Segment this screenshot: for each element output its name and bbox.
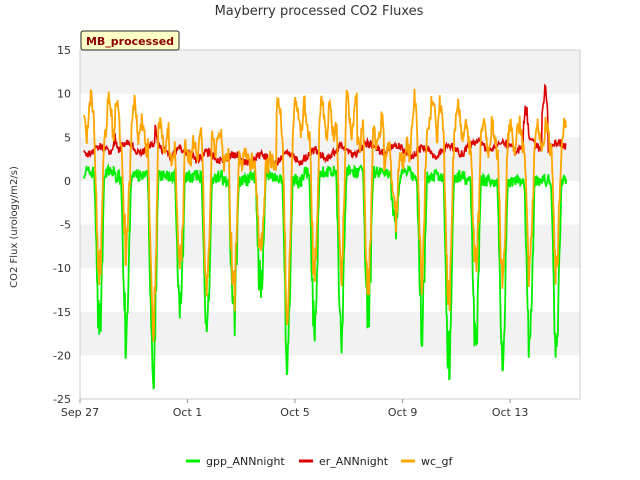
- series-layer: [83, 83, 568, 390]
- y-tick-label: 0: [64, 175, 71, 188]
- x-tick-label: Sep 27: [61, 406, 99, 419]
- site-tag-label: MB_processed: [86, 35, 174, 48]
- grid-band: [80, 50, 580, 94]
- series-line-wc-gf: [83, 88, 568, 342]
- y-ticks: -25 -20 -15 -10 -5 0 5 10 15: [53, 44, 71, 406]
- x-ticks: Sep 27 Oct 1 Oct 5 Oct 9 Oct 13: [61, 399, 528, 419]
- legend-label: wc_gf: [421, 455, 454, 468]
- y-axis-label: CO2 Flux (urology/m2/s): [9, 166, 20, 288]
- site-tag: MB_processed: [80, 30, 180, 51]
- chart-title: Mayberry processed CO2 Fluxes: [215, 4, 424, 19]
- site-tag-box: [80, 30, 180, 51]
- series-line-gpp-annnight: [83, 163, 568, 390]
- grid-band: [80, 224, 580, 269]
- grid-band: [80, 268, 580, 312]
- grid-band: [80, 355, 580, 399]
- legend-label: er_ANNnight: [319, 455, 389, 468]
- x-tick-label: Oct 9: [388, 406, 418, 419]
- y-tick-label: -25: [53, 393, 71, 406]
- y-tick-label: -10: [53, 262, 71, 275]
- x-tick-label: Oct 13: [492, 406, 529, 419]
- y-tick-label: 10: [57, 88, 71, 101]
- x-tick-label: Oct 1: [173, 406, 203, 419]
- y-tick-label: -5: [60, 219, 71, 232]
- y-tick-label: 5: [64, 131, 71, 144]
- plot-frame: [79, 49, 581, 400]
- legend: gpp_ANNnight er_ANNnight wc_gf: [186, 455, 454, 468]
- legend-label: gpp_ANNnight: [206, 455, 285, 468]
- y-tick-label: -20: [53, 349, 71, 362]
- x-tick-label: Oct 5: [280, 406, 310, 419]
- grid-band: [80, 311, 580, 356]
- y-tick-label: -15: [53, 306, 71, 319]
- y-tick-label: 15: [57, 44, 71, 57]
